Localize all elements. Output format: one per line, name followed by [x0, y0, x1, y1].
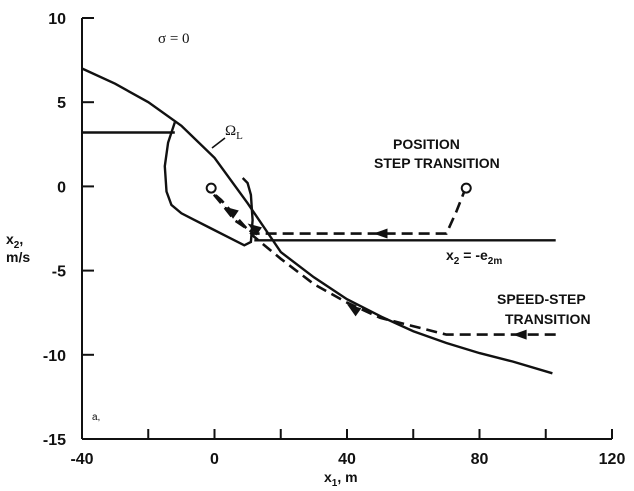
x-tick-label: 80 [471, 451, 489, 468]
axis-tick-labels: -40 0 40 80 120 -15 -10 -5 0 5 10 [43, 11, 626, 468]
y-tick-label: 5 [57, 95, 66, 112]
point-layer [205, 182, 472, 194]
arrow-speed-curve-head [347, 304, 362, 317]
x-tick-label: -40 [70, 451, 93, 468]
y-axis-label-line1: x2, [6, 231, 23, 251]
y-tick-label: -15 [43, 432, 66, 449]
series-position-step-transition [210, 185, 468, 235]
arrow-position-path-head [373, 228, 388, 239]
series-sigma-zero [81, 67, 553, 375]
omega-l-label: ΩL [225, 123, 243, 142]
y-tick-label: -5 [52, 264, 66, 281]
sigma-zero-label: σ = 0 [158, 31, 190, 47]
series-omega-L-boundary [163, 122, 254, 247]
arrow-speed-path-head [512, 329, 527, 340]
position-label-line1: POSITION [393, 136, 460, 152]
point-position-start [460, 182, 472, 194]
series-layer [81, 67, 556, 375]
speed-label-line1: SPEED-STEP [497, 291, 586, 307]
y-tick-label: 10 [48, 11, 66, 28]
arrow-to-target-2-head [247, 223, 262, 236]
x-tick-label: 120 [599, 451, 626, 468]
y-axis-label-line2: m/s [6, 249, 30, 265]
y-tick-label: 0 [57, 179, 66, 196]
series-speed-step-transition [210, 190, 556, 336]
arrow-layer [224, 206, 527, 340]
corner-label: a, [92, 412, 100, 423]
arrow-to-target-1-head [224, 206, 239, 219]
omega-leader-line [211, 137, 226, 149]
point-origin-target [205, 182, 217, 194]
x-axis-label: x1, m [324, 469, 358, 489]
axis-ticks [81, 17, 613, 440]
e2m-label: x2 = -e2m [446, 247, 502, 267]
y-tick-label: -10 [43, 348, 66, 365]
x-tick-label: 0 [210, 451, 219, 468]
position-label-line2: STEP TRANSITION [374, 155, 500, 171]
speed-label-line2: TRANSITION [505, 311, 591, 327]
x-tick-label: 40 [338, 451, 356, 468]
